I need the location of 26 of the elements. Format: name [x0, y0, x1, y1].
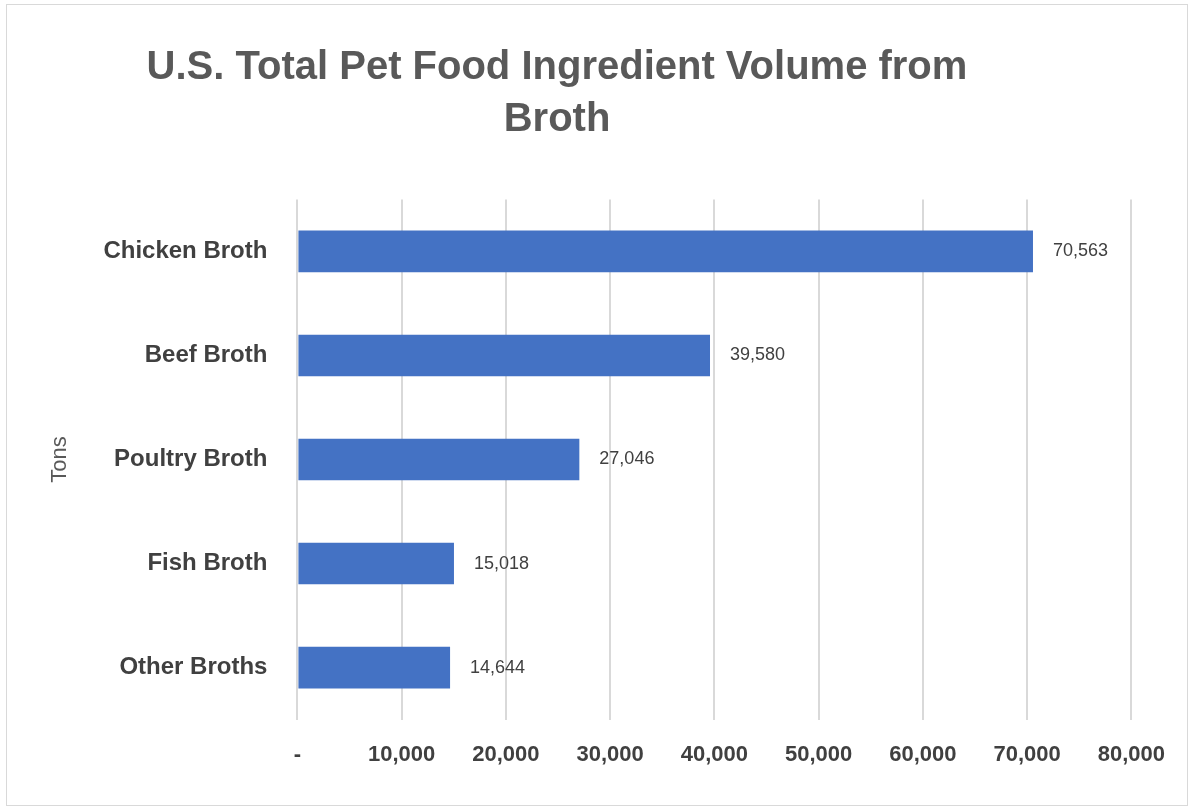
- x-tick-label: -: [293, 740, 302, 766]
- y-tick-label: Fish Broth: [147, 548, 268, 576]
- x-tick-label: 40,000: [680, 740, 749, 766]
- y-tick-label: Poultry Broth: [114, 444, 268, 472]
- data-label: 27,046: [599, 448, 655, 469]
- data-label: 14,644: [470, 656, 526, 677]
- y-axis-title: Tons: [46, 436, 72, 483]
- x-tick-label: 80,000: [1097, 740, 1165, 766]
- x-tick-label: 30,000: [576, 740, 644, 766]
- x-tick-label: 20,000: [472, 740, 540, 766]
- y-tick-label: Other Broths: [119, 652, 268, 680]
- bar: [298, 542, 454, 585]
- y-tick-label: Beef Broth: [144, 340, 268, 368]
- data-label: 15,018: [473, 552, 530, 573]
- data-label: 70,563: [1052, 240, 1109, 261]
- chart-title: U.S. Total Pet Food Ingredient Volume from Broth: [145, 42, 969, 141]
- data-label: 39,580: [730, 344, 786, 365]
- bar: [298, 334, 711, 377]
- x-tick-label: 50,000: [784, 740, 853, 766]
- bar: [298, 646, 451, 689]
- bar: [298, 438, 580, 481]
- x-tick-label: 60,000: [889, 740, 957, 766]
- bar: [298, 230, 1033, 273]
- x-tick-label: 70,000: [993, 740, 1061, 766]
- y-tick-label: Chicken Broth: [103, 236, 268, 264]
- x-tick-label: 10,000: [368, 740, 436, 766]
